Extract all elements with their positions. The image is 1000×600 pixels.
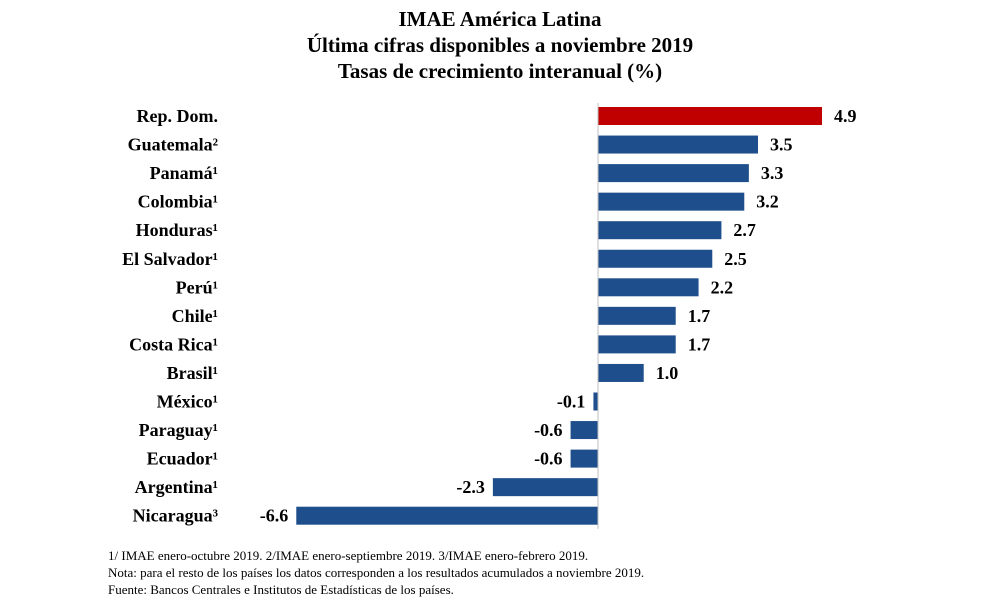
data-label: -0.1 <box>557 392 586 412</box>
category-label: Costa Rica¹ <box>129 334 218 354</box>
bar <box>598 249 713 268</box>
bar <box>492 478 598 497</box>
data-label: -0.6 <box>534 420 563 440</box>
title-line-1: IMAE América Latina <box>398 7 602 31</box>
data-label: 2.2 <box>711 277 734 297</box>
bars-layer <box>296 107 822 525</box>
category-label: Panamá¹ <box>150 163 218 183</box>
bar <box>296 506 598 525</box>
category-label: El Salvador¹ <box>122 249 218 269</box>
footnotes: 1/ IMAE enero-octubre 2019. 2/IMAE enero… <box>108 547 644 598</box>
category-label: Nicaragua³ <box>133 506 219 526</box>
data-label: 1.7 <box>688 306 711 326</box>
category-label: Argentina¹ <box>135 477 218 497</box>
data-label: 3.5 <box>770 135 793 155</box>
title-line-2: Última cifras disponibles a noviembre 20… <box>306 33 694 57</box>
data-label: 1.0 <box>656 363 679 383</box>
data-label: 1.7 <box>688 334 711 354</box>
bar <box>570 449 598 468</box>
bar <box>593 392 598 411</box>
footnote-2: Nota: para el resto de los países los da… <box>108 565 645 580</box>
bar <box>598 107 822 125</box>
bar <box>598 192 745 211</box>
data-label: -2.3 <box>456 477 485 497</box>
data-label: 2.5 <box>724 249 747 269</box>
data-label: 3.2 <box>756 192 779 212</box>
data-label: 4.9 <box>834 106 857 126</box>
footnote-3: Fuente: Bancos Centrales e Institutos de… <box>108 582 454 597</box>
chart-title: IMAE América Latina Última cifras dispon… <box>0 6 1000 84</box>
category-label: Honduras¹ <box>136 220 218 240</box>
bar <box>598 164 749 183</box>
data-label: 3.3 <box>761 163 784 183</box>
footnote-1: 1/ IMAE enero-octubre 2019. 2/IMAE enero… <box>108 548 589 563</box>
category-label: Guatemala² <box>128 135 218 155</box>
category-label: Perú¹ <box>176 277 218 297</box>
category-label: Rep. Dom. <box>137 106 219 126</box>
bar <box>598 335 676 354</box>
category-label: Ecuador¹ <box>147 449 218 469</box>
bar <box>598 278 699 297</box>
title-line-3: Tasas de crecimiento interanual (%) <box>337 59 663 83</box>
data-label: 2.7 <box>733 220 756 240</box>
bar <box>598 135 758 154</box>
bar <box>598 221 722 240</box>
category-label: Paraguay¹ <box>139 420 218 440</box>
category-label: Brasil¹ <box>167 363 218 383</box>
bar <box>598 306 676 325</box>
category-label: México¹ <box>157 392 218 412</box>
bar <box>570 421 598 440</box>
labels-layer: Rep. Dom. 4.9 Guatemala² 3.5 Panamá¹ 3.3 Colom… <box>122 106 856 526</box>
data-label: -0.6 <box>534 449 563 469</box>
data-label: -6.6 <box>260 506 289 526</box>
bar <box>598 363 644 382</box>
category-label: Colombia¹ <box>138 192 218 212</box>
category-label: Chile¹ <box>172 306 218 326</box>
